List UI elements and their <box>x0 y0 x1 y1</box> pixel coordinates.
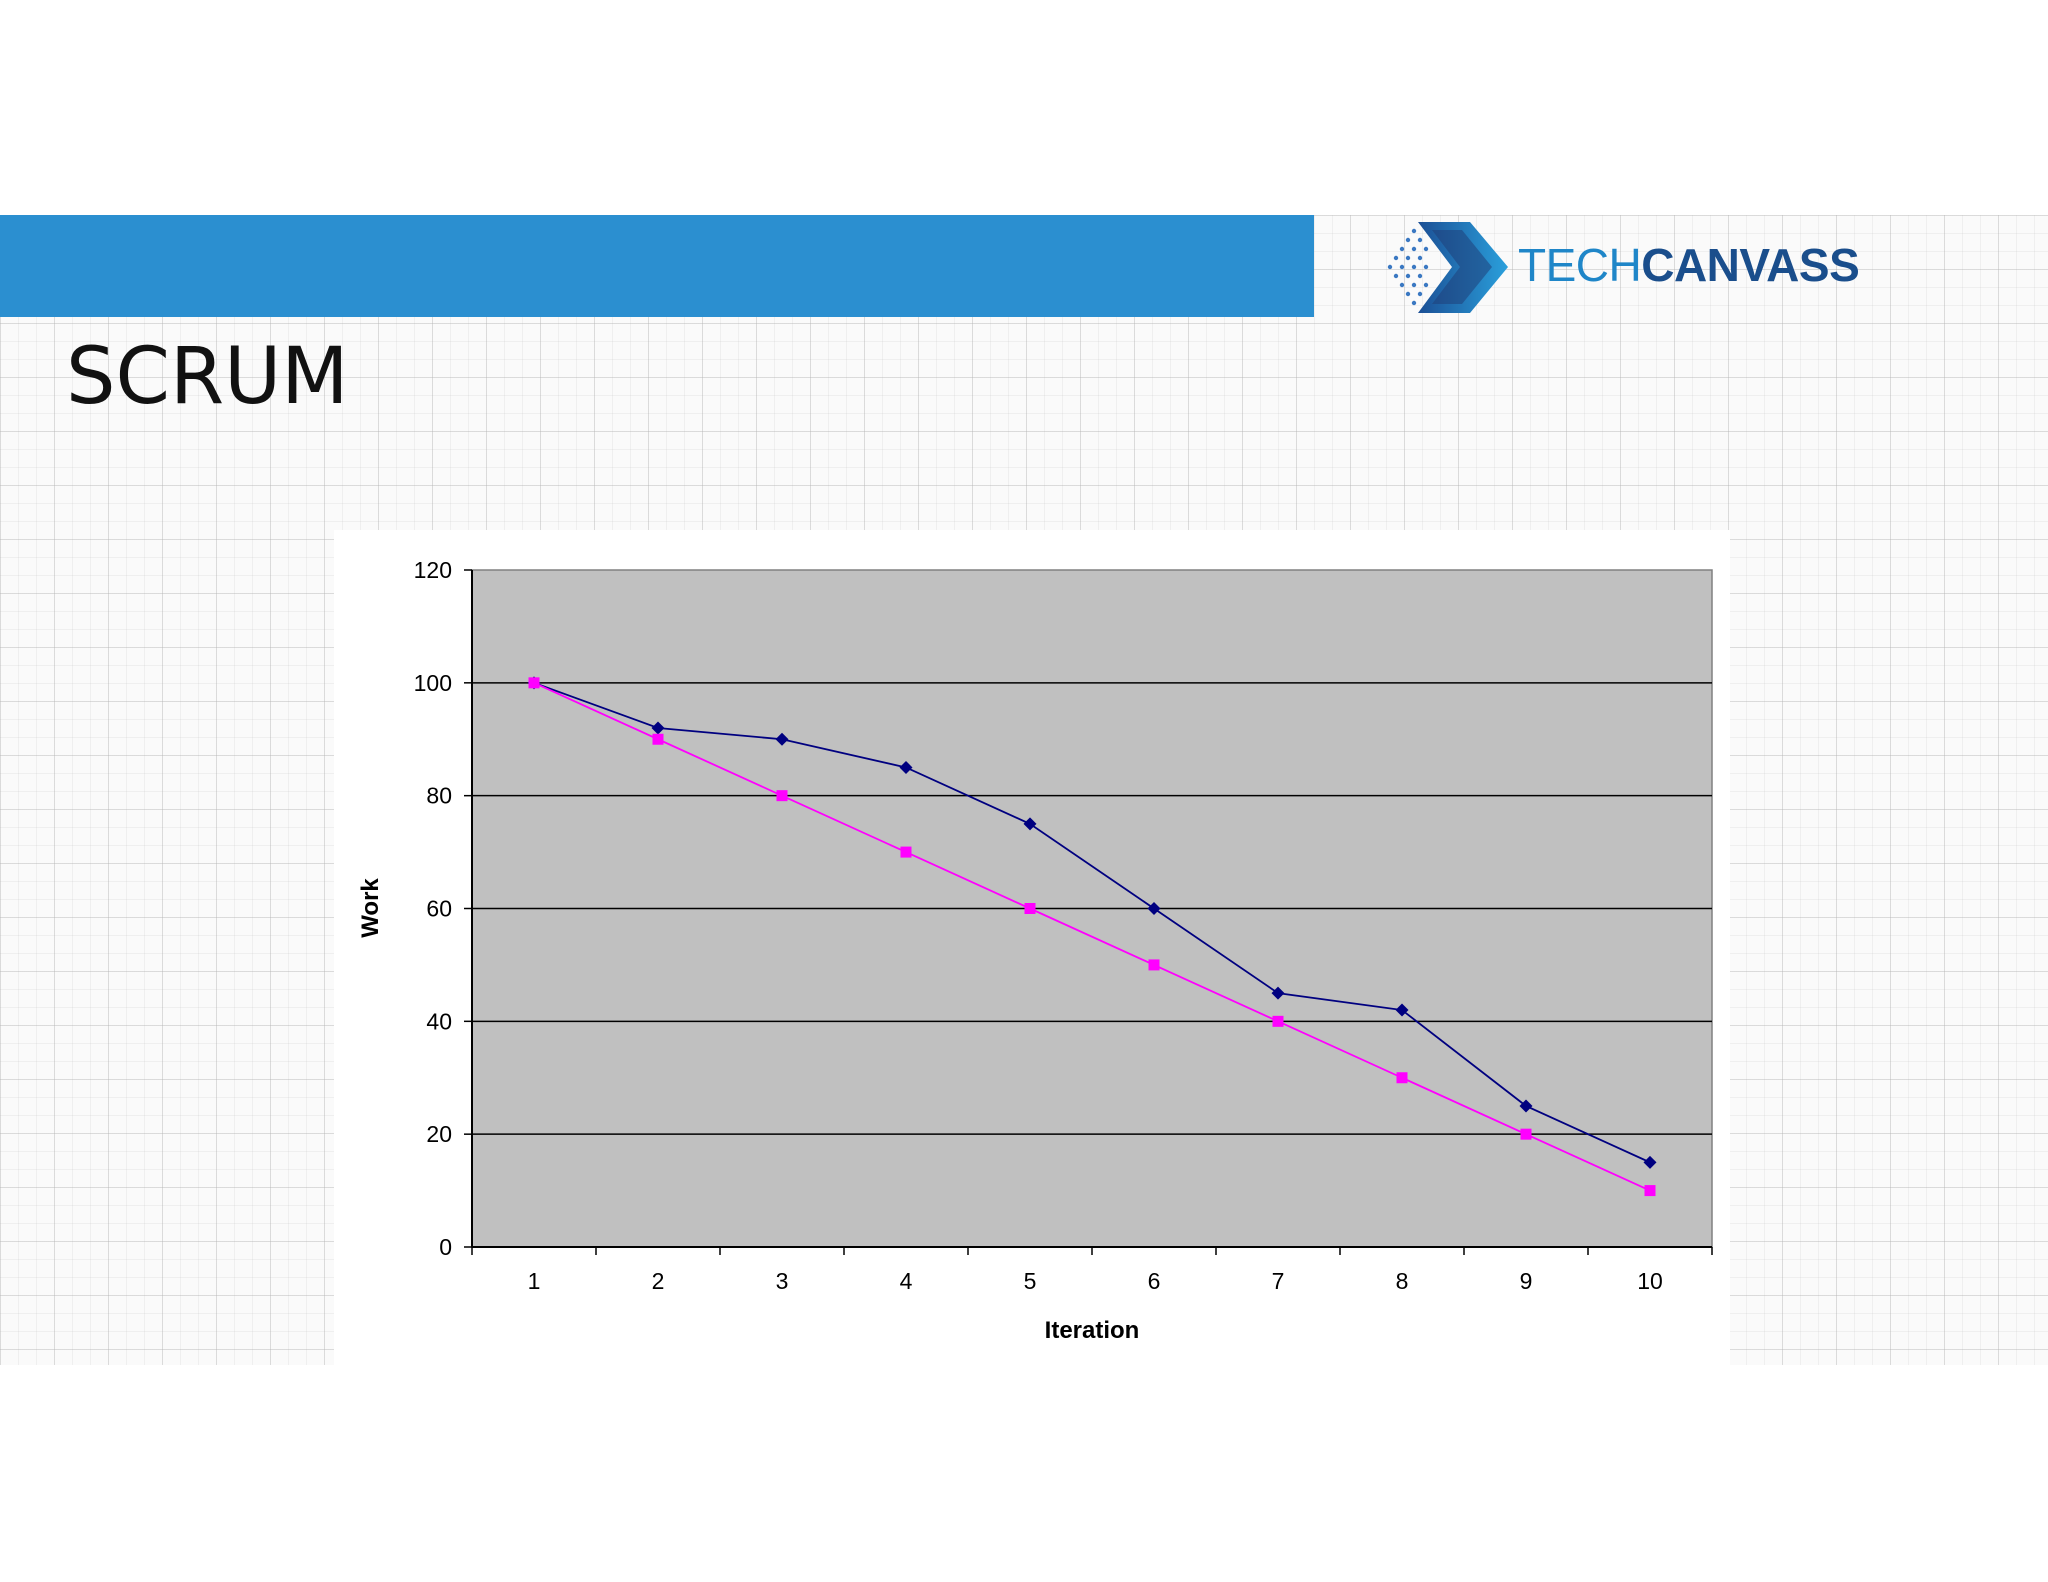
y-tick-label: 60 <box>426 896 452 922</box>
y-tick-labels: 0 20 40 60 80 100 120 <box>414 557 452 1260</box>
data-point <box>775 732 789 746</box>
series-2 <box>528 677 1656 1197</box>
data-point <box>528 677 540 689</box>
axes <box>464 569 1713 1255</box>
x-tick-label: 3 <box>776 1268 789 1294</box>
header-bar <box>0 215 1314 317</box>
data-point <box>1024 903 1036 914</box>
data-point <box>1643 1155 1657 1169</box>
y-tick-label: 80 <box>426 783 452 809</box>
gridlines <box>472 682 1712 1135</box>
burndown-chart: 0 20 40 60 80 100 120 1 2 3 4 5 6 7 8 9 10 Iteration Wo… <box>357 557 1713 1344</box>
x-tick-label: 7 <box>1272 1268 1285 1294</box>
x-tick-labels: 1 2 3 4 5 6 7 8 9 10 <box>528 1268 1663 1294</box>
series-1 <box>527 676 1657 1169</box>
series-line <box>533 681 1651 1164</box>
y-axis-label: Work <box>357 878 384 938</box>
data-point <box>899 760 913 774</box>
logo-text-canvass: CANVASS <box>1641 239 1860 291</box>
x-tick-label: 8 <box>1396 1268 1409 1294</box>
x-tick-label: 1 <box>528 1268 541 1294</box>
data-point <box>651 721 665 735</box>
data-point <box>1271 986 1285 1000</box>
x-tick-label: 10 <box>1637 1268 1663 1294</box>
data-point <box>1519 1099 1533 1113</box>
x-tick-label: 5 <box>1024 1268 1037 1294</box>
data-point <box>900 846 912 858</box>
series-group <box>527 676 1657 1197</box>
data-point <box>1023 817 1037 831</box>
series-line <box>533 682 1651 1192</box>
logo-wordmark: TECHCANVASS <box>1518 239 1860 291</box>
x-axis-label: Iteration <box>1045 1317 1140 1344</box>
data-point <box>652 733 664 745</box>
y-tick-label: 40 <box>426 1008 452 1034</box>
y-tick-label: 0 <box>439 1234 452 1260</box>
chart-panel: 0 20 40 60 80 100 120 1 2 3 4 5 6 7 8 9 10 Iteration Wo… <box>334 530 1730 1366</box>
x-tick-label: 4 <box>900 1268 913 1294</box>
data-point <box>1147 902 1161 915</box>
data-point <box>1396 1072 1408 1084</box>
data-point <box>1520 1128 1532 1140</box>
slide-title: SCRUM <box>66 332 349 422</box>
x-tick-label: 6 <box>1148 1268 1161 1294</box>
logo-text-tech: TECH <box>1518 239 1642 291</box>
y-tick-label: 20 <box>426 1121 452 1147</box>
x-tick-label: 2 <box>652 1268 665 1294</box>
techcanvass-logo: TECHCANVASS <box>1380 220 1860 315</box>
data-point <box>1395 1003 1409 1017</box>
x-tick-label: 9 <box>1520 1268 1533 1294</box>
y-tick-label: 120 <box>414 557 452 583</box>
data-point <box>1272 1015 1284 1027</box>
data-point <box>776 790 788 802</box>
data-point <box>1644 1185 1656 1197</box>
data-point <box>1148 959 1160 971</box>
y-tick-label: 100 <box>414 670 452 696</box>
logo-chevron-icon <box>1387 222 1508 313</box>
